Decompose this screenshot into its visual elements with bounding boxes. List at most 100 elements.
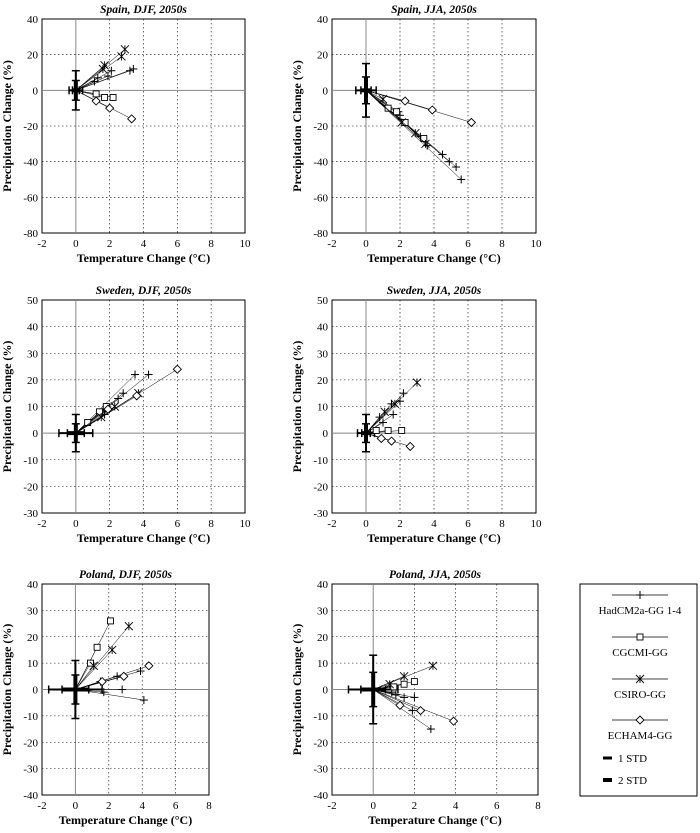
x-tick-label: 0 — [73, 238, 79, 250]
x-axis-label: Temperature Change (°C) — [77, 531, 210, 545]
square-marker — [400, 680, 408, 688]
y-tick-label: 40 — [27, 322, 39, 334]
x-tick-label: 10 — [240, 238, 252, 250]
series-link-line — [373, 689, 432, 730]
x-tick-label: 4 — [141, 238, 147, 250]
y-tick-label: -60 — [23, 192, 38, 204]
series-csiro-gg — [75, 44, 130, 91]
y-tick-label: 30 — [27, 605, 39, 617]
square-marker — [92, 90, 100, 98]
series-link-line — [373, 689, 401, 706]
series-csiro-gg — [75, 621, 134, 690]
diamond-marker — [132, 391, 142, 401]
y-tick-label: 0 — [323, 685, 329, 697]
x-tick-label: -2 — [37, 800, 46, 812]
square-marker — [420, 135, 428, 142]
y-tick-label: 20 — [317, 50, 329, 62]
y-tick-label: 20 — [27, 50, 39, 62]
diamond-marker — [376, 433, 386, 444]
y-tick-label: -40 — [313, 157, 328, 169]
series-link-line — [373, 689, 421, 711]
series-csiro-gg — [373, 661, 438, 690]
y-tick-label: -80 — [23, 228, 38, 240]
series-link-line — [75, 626, 130, 690]
series-link-line — [75, 49, 126, 91]
x-tick-label: 4 — [453, 800, 459, 812]
series-hadcm2a-gg-1-4 — [75, 64, 138, 91]
y-tick-label: 0 — [33, 685, 39, 697]
x-tick-label: -2 — [327, 238, 336, 250]
series-link-line — [75, 689, 144, 701]
x-tick-label: 0 — [73, 800, 79, 812]
x-axis-label: Temperature Change (°C) — [59, 813, 192, 827]
x-tick-label: 10 — [531, 238, 543, 250]
series-link-line — [75, 620, 111, 690]
y-tick-label: 40 — [27, 579, 39, 591]
diamond-marker — [466, 117, 477, 128]
y-axis-label: Precipitation Change (%) — [290, 624, 304, 756]
y-tick-label: 0 — [33, 428, 39, 440]
diamond-marker — [405, 441, 415, 452]
y-tick-label: 20 — [317, 632, 329, 644]
y-axis-label: Precipitation Change (%) — [0, 341, 14, 473]
x-tick-label: 2 — [412, 800, 418, 812]
x-tick-label: 4 — [431, 238, 437, 250]
x-tick-label: 6 — [465, 238, 471, 250]
x-tick-label: 0 — [363, 238, 369, 250]
diamond-marker — [91, 96, 101, 106]
x-tick-label: 2 — [107, 518, 113, 530]
square-marker — [384, 104, 392, 112]
series-csiro-gg — [365, 90, 430, 149]
diamond-marker — [400, 96, 410, 106]
y-tick-label: 40 — [317, 14, 329, 26]
y-tick-label: 30 — [317, 348, 329, 360]
diamond-marker — [635, 715, 645, 725]
y-tick-label: -40 — [23, 157, 38, 169]
panel-title: Spain, DJF, 2050s — [100, 4, 187, 16]
series-echam4-gg — [365, 432, 415, 452]
square-marker — [372, 427, 380, 434]
legend-box — [579, 583, 698, 797]
x-tick-label: 2 — [107, 238, 113, 250]
square-marker — [393, 108, 401, 116]
legend-label: 2 STD — [618, 775, 647, 787]
y-tick-label: 10 — [27, 658, 39, 670]
x-tick-label: 8 — [499, 238, 505, 250]
series-link-line — [365, 432, 411, 447]
x-tick-label: -2 — [327, 800, 336, 812]
series-echam4-gg — [75, 661, 154, 690]
x-tick-label: 8 — [535, 800, 541, 812]
y-axis-label: Precipitation Change (%) — [0, 624, 14, 756]
diamond-marker — [427, 105, 437, 115]
x-tick-label: 4 — [431, 518, 437, 530]
series-link-line — [75, 56, 122, 91]
panel-title: Poland, JJA, 2050s — [389, 569, 482, 581]
y-tick-label: 40 — [317, 322, 329, 334]
legend-label: HadCM2a-GG 1-4 — [599, 605, 682, 617]
x-tick-label: 4 — [141, 518, 147, 530]
x-tick-label: 8 — [208, 518, 214, 530]
x-tick-label: 6 — [494, 800, 500, 812]
y-tick-label: 20 — [317, 375, 329, 387]
series-link-line — [75, 75, 109, 91]
panel-title: Sweden, JJA, 2050s — [387, 285, 482, 297]
series-link-line — [373, 689, 415, 698]
x-tick-label: 0 — [73, 518, 79, 530]
series-link-line — [365, 430, 402, 434]
diamond-marker — [144, 661, 154, 671]
y-tick-label: -20 — [313, 481, 328, 493]
series-echam4-gg — [373, 689, 459, 726]
series-link-line — [75, 665, 149, 690]
y-tick-label: -10 — [23, 711, 38, 723]
x-tick-label: 0 — [370, 800, 376, 812]
x-axis-label: Temperature Change (°C) — [367, 531, 500, 545]
series-link-line — [373, 689, 454, 722]
x-tick-label: -2 — [327, 518, 336, 530]
y-tick-label: -10 — [23, 455, 38, 467]
x-tick-label: 6 — [465, 518, 471, 530]
square-marker — [101, 94, 109, 101]
y-tick-label: 30 — [317, 605, 329, 617]
